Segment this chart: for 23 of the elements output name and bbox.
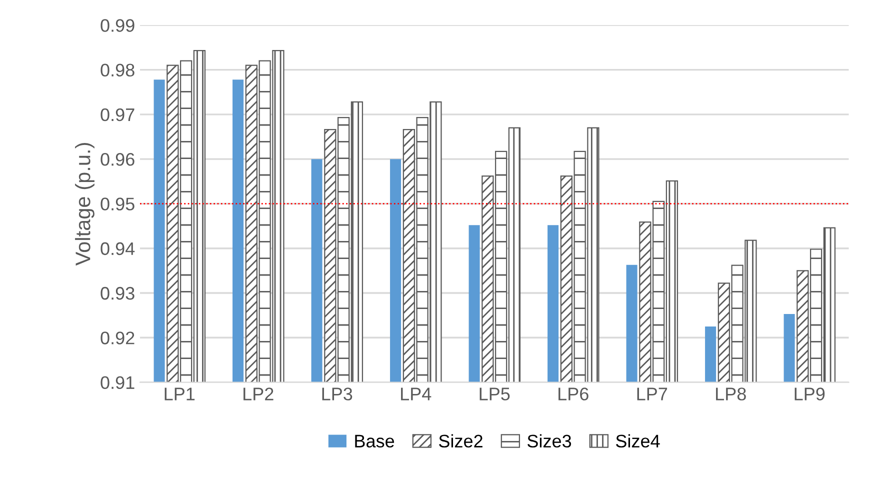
x-tick-label: LP5 <box>480 388 510 400</box>
x-tick-label: LP7 <box>637 388 668 400</box>
legend-label: Base <box>355 434 394 448</box>
x-tick-label: LP3 <box>322 388 352 400</box>
x-tick-label: LP6 <box>558 388 588 400</box>
y-tick-label: 0.95 <box>100 198 134 210</box>
legend-label: Size2 <box>439 434 482 448</box>
x-tick-label: LP1 <box>164 388 195 400</box>
y-tick-label: 0.91 <box>100 376 134 389</box>
x-tick-label: LP2 <box>244 388 274 400</box>
y-tick-label: 0.98 <box>100 64 134 77</box>
legend-label: Size4 <box>616 434 660 448</box>
x-tick-label: LP8 <box>716 388 746 400</box>
y-tick-label: 0.93 <box>100 286 134 300</box>
x-tick-label: LP9 <box>794 388 825 400</box>
legend-label: Size3 <box>527 434 572 448</box>
x-tick-label: LP4 <box>401 388 432 400</box>
y-tick-label: 0.96 <box>100 153 134 166</box>
y-tick-label: 0.92 <box>100 332 134 344</box>
y-tick-label: 0.97 <box>100 108 134 122</box>
y-tick-label: 0.94 <box>100 242 135 256</box>
y-axis-title: Voltage (p.u.) <box>75 143 94 266</box>
y-tick-label: 0.99 <box>100 19 134 32</box>
